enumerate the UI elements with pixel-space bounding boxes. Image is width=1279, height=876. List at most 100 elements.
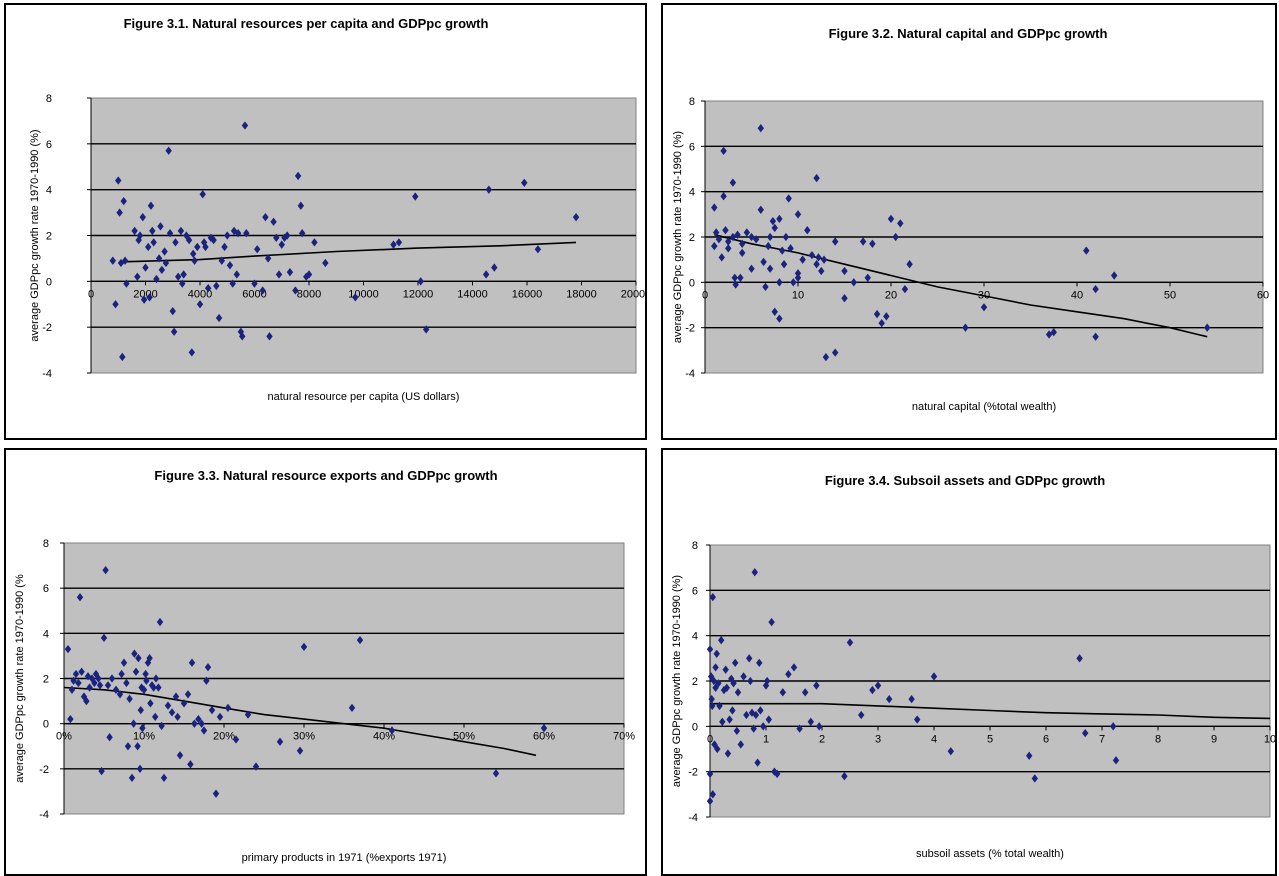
chart-title: Figure 3.3. Natural resource exports and… — [154, 468, 497, 483]
data-point — [95, 674, 102, 683]
data-point — [136, 231, 144, 240]
y-tick-label: 6 — [689, 141, 695, 153]
data-point — [776, 314, 783, 323]
x-tick-label: 20 — [885, 289, 897, 301]
data-point — [251, 279, 258, 288]
data-point — [120, 658, 128, 667]
data-point — [725, 237, 732, 246]
data-point — [311, 238, 318, 247]
data-point — [184, 690, 192, 699]
data-point — [237, 327, 245, 336]
data-point — [273, 233, 280, 242]
data-point — [492, 769, 500, 778]
data-point — [241, 121, 249, 130]
data-point — [794, 210, 802, 219]
data-point — [76, 593, 84, 602]
data-point — [298, 229, 306, 238]
data-point — [204, 284, 212, 293]
data-point — [158, 265, 166, 275]
data-point — [765, 241, 772, 251]
data-point — [146, 654, 153, 663]
data-point — [485, 185, 493, 194]
data-point — [203, 676, 210, 685]
data-point — [150, 683, 157, 692]
data-point — [108, 674, 116, 683]
data-point — [185, 235, 193, 245]
x-axis-label: natural capital (%total wealth) — [912, 401, 1056, 413]
data-point — [887, 214, 895, 224]
data-point — [232, 735, 240, 744]
data-point — [191, 256, 198, 265]
data-point — [521, 178, 528, 187]
chart-panel-fig-3-3: Figure 3.3. Natural resource exports and… — [4, 448, 647, 876]
data-point — [191, 719, 198, 728]
y-tick-label: -2 — [39, 764, 49, 776]
chart-panel-fig-3-1: Figure 3.1. Natural resources per capita… — [4, 3, 647, 440]
y-tick-label: -2 — [688, 767, 698, 779]
data-point — [914, 715, 921, 724]
data-point — [112, 685, 120, 694]
data-point — [229, 279, 236, 288]
data-point — [869, 685, 876, 695]
data-point — [155, 254, 163, 263]
data-point — [259, 286, 266, 295]
data-point — [202, 242, 209, 252]
data-point — [140, 295, 148, 304]
data-point — [1204, 323, 1211, 332]
data-point — [155, 683, 162, 692]
data-point — [112, 300, 119, 309]
data-point — [706, 769, 714, 779]
data-point — [121, 256, 129, 265]
data-point — [224, 231, 231, 240]
y-tick-label: 0 — [692, 721, 698, 733]
chart-fig-3-1: Figure 3.1. Natural resources per capita… — [29, 16, 645, 403]
data-point — [706, 645, 714, 654]
y-axis-label: average GDPpc growth rate 1970-1990 (%) — [671, 575, 683, 787]
x-tick-label: 5 — [987, 733, 993, 745]
x-tick-label: 20000 — [621, 288, 645, 300]
chart-fig-3-3: Figure 3.3. Natural resource exports and… — [14, 468, 635, 864]
data-point — [78, 667, 85, 676]
data-point — [262, 213, 269, 222]
y-tick-label: -2 — [685, 323, 695, 335]
data-point — [254, 245, 261, 254]
data-point — [748, 264, 755, 273]
data-point — [204, 663, 212, 672]
x-tick-label: 8000 — [297, 288, 321, 300]
data-point — [187, 760, 194, 769]
y-tick-label: -4 — [688, 812, 698, 824]
data-point — [195, 714, 202, 724]
chart-title: Figure 3.4. Subsoil assets and GDPpc gro… — [825, 473, 1105, 488]
data-point — [156, 617, 164, 627]
x-tick-label: 6 — [1043, 733, 1049, 745]
data-point — [752, 710, 760, 720]
data-point — [196, 300, 204, 309]
data-point — [124, 742, 132, 751]
data-point — [1112, 756, 1120, 765]
y-tick-label: -4 — [42, 368, 52, 380]
y-tick-label: -4 — [39, 809, 49, 821]
x-tick-label: 0 — [702, 289, 708, 301]
data-point — [747, 676, 754, 686]
data-point — [266, 332, 273, 341]
data-point — [86, 683, 93, 692]
x-tick-label: 60% — [533, 731, 555, 743]
data-point — [790, 663, 798, 672]
data-point — [422, 325, 430, 334]
data-point — [180, 270, 187, 279]
data-point — [148, 681, 156, 690]
data-point — [234, 229, 242, 238]
data-point — [149, 226, 156, 236]
data-point — [134, 742, 141, 751]
y-tick-label: 2 — [43, 674, 49, 686]
x-tick-label: 10% — [133, 731, 155, 743]
data-point — [176, 751, 184, 760]
x-tick-label: 10000 — [348, 288, 379, 300]
data-point — [172, 692, 180, 701]
data-point — [170, 327, 178, 336]
y-tick-label: 6 — [43, 583, 49, 595]
data-point — [164, 701, 172, 710]
data-point — [491, 263, 498, 272]
x-tick-label: 30% — [293, 731, 315, 743]
data-point — [119, 352, 126, 362]
